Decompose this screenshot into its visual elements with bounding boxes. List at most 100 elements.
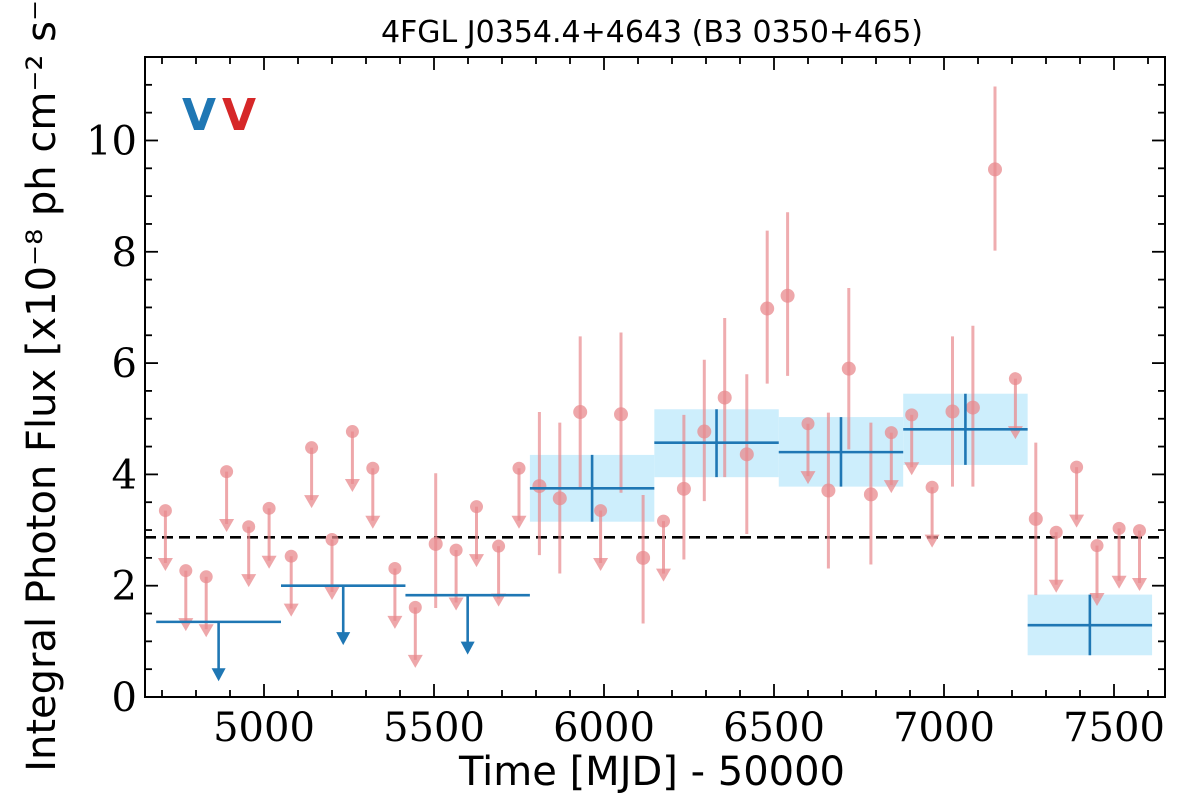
x-tick-label: 7500 [1063, 705, 1165, 751]
fine-point-30 [780, 212, 795, 376]
fine-upper-limit-arrow [904, 462, 920, 476]
fine-point-47 [1132, 524, 1147, 592]
x-tick-label: 7000 [893, 705, 995, 751]
fine-point-16 [491, 539, 507, 607]
fine-upper-limit-arrow [304, 495, 320, 509]
legend-entry-1: V [222, 90, 256, 141]
coarse-bin-series [156, 393, 1153, 682]
chart-title: 4FGL J0354.4+4643 (B3 0350+465) [381, 15, 923, 50]
coarse-point-6 [903, 393, 1028, 465]
fine-point-18 [532, 412, 547, 556]
fine-point-21 [593, 504, 609, 571]
fine-marker [739, 447, 754, 462]
fine-marker [345, 425, 359, 439]
fine-upper-limit-arrow [1089, 593, 1105, 607]
fine-upper-limit-arrow [324, 586, 340, 600]
y-tick-labels: 0 2 4 6 8 10 [86, 118, 137, 721]
fine-point-0 [157, 504, 173, 571]
fine-marker [552, 491, 567, 506]
fine-point-5 [261, 501, 277, 569]
y-tick-label: 2 [112, 564, 137, 610]
fine-marker [760, 301, 775, 316]
x-tick-label: 6500 [723, 705, 825, 751]
fine-point-24 [656, 514, 671, 582]
coarse-point-3 [529, 454, 655, 522]
fine-upper-limit-arrow [1111, 575, 1127, 589]
fine-marker [1028, 511, 1043, 526]
fine-marker [366, 461, 380, 475]
coarse-upper-limit-arrow [460, 641, 475, 655]
fine-upper-limit-arrow [1048, 579, 1064, 593]
fine-point-34 [863, 422, 878, 565]
fine-point-10 [365, 461, 381, 529]
x-tick-labels: 5000 5500 6000 6500 7000 7500 [213, 705, 1165, 751]
coarse-upper-limit-arrow [336, 632, 351, 646]
fine-upper-limit-arrow [656, 568, 671, 582]
fine-marker [1112, 521, 1126, 535]
fine-marker [717, 390, 732, 405]
fine-point-25 [676, 414, 691, 560]
fine-marker [242, 520, 256, 534]
fine-upper-limit-arrow [387, 615, 403, 629]
fine-point-11 [387, 561, 403, 629]
fine-upper-limit-arrow [448, 597, 464, 611]
fine-marker [1070, 460, 1084, 474]
axis-ticks [145, 56, 1165, 698]
fine-upper-limit-arrow [1069, 514, 1085, 528]
fine-marker [841, 361, 856, 376]
fine-marker [988, 162, 1002, 177]
fine-point-12 [407, 600, 423, 668]
fine-marker [780, 288, 795, 303]
fine-upper-limit-arrow [283, 603, 299, 617]
fine-marker [158, 504, 172, 518]
plot-frame [144, 56, 1166, 698]
fine-upper-limit-arrow [261, 555, 277, 569]
fine-bin-series [157, 86, 1147, 668]
fine-point-45 [1089, 539, 1105, 607]
fine-point-38 [945, 336, 960, 487]
coarse-point-0 [156, 620, 281, 682]
fine-marker [532, 479, 547, 494]
fine-marker [428, 536, 443, 551]
fine-point-27 [717, 318, 732, 478]
fine-point-26 [697, 359, 712, 502]
fine-marker [884, 426, 898, 440]
fine-upper-limit-arrow [924, 534, 940, 548]
fine-marker [863, 487, 878, 502]
fine-marker [594, 504, 608, 518]
y-tick-label: 10 [86, 118, 137, 164]
fine-point-6 [283, 549, 299, 617]
fine-point-40 [988, 86, 1002, 251]
fine-marker [614, 407, 628, 422]
fine-marker [925, 480, 939, 494]
fine-marker [636, 550, 651, 565]
fine-marker [697, 424, 712, 439]
fine-upper-limit-arrow [198, 624, 214, 638]
fine-point-31 [800, 417, 816, 485]
fine-point-44 [1069, 460, 1085, 528]
fine-upper-limit-arrow [344, 478, 360, 492]
fine-marker [945, 404, 960, 419]
fine-point-15 [469, 500, 484, 568]
x-axis-label: Time [MJD] - 50000 [458, 749, 845, 795]
fine-marker [305, 441, 319, 455]
fine-upper-limit-arrow [178, 618, 194, 632]
fine-marker [325, 533, 339, 547]
fine-point-4 [241, 520, 257, 588]
fine-marker [1008, 372, 1022, 386]
fine-upper-limit-arrow [1132, 578, 1147, 592]
fine-upper-limit-arrow [800, 471, 816, 485]
fine-upper-limit-arrow [241, 574, 257, 588]
fine-point-22 [614, 332, 628, 493]
y-tick-label: 6 [112, 341, 137, 387]
fine-upper-limit-arrow [593, 558, 609, 571]
fine-marker [179, 564, 193, 578]
fine-upper-limit-arrow [511, 515, 527, 529]
fine-marker [449, 543, 463, 557]
fine-upper-limit-arrow [469, 554, 484, 568]
fine-marker [199, 570, 213, 584]
fine-point-17 [511, 461, 527, 529]
fine-upper-limit-arrow [365, 515, 381, 529]
